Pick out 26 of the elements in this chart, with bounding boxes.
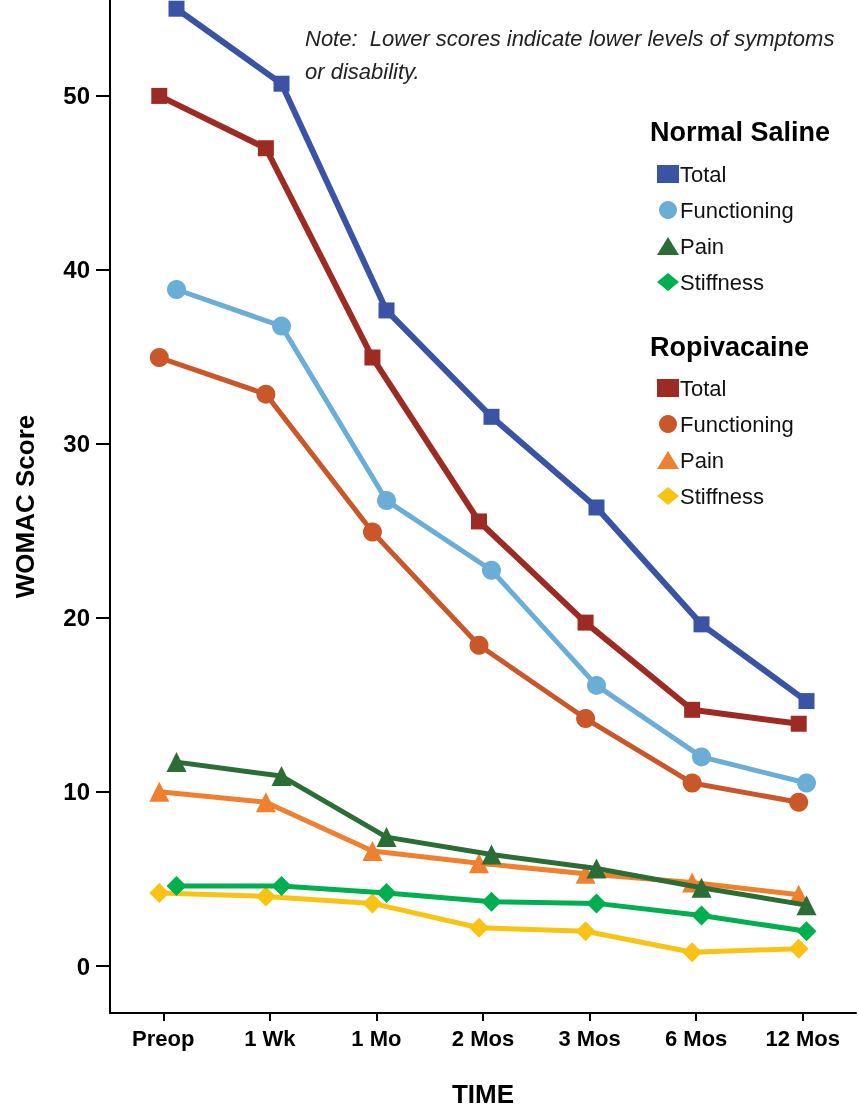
y-tick-label: 0 (76, 952, 90, 980)
x-tick-label: 1 Wk (244, 1025, 297, 1051)
x-tick-label: 1 Mo (351, 1025, 402, 1051)
x-tick-label: 3 Mos (558, 1025, 621, 1051)
y-axis-title: WOMAC Score (10, 414, 40, 599)
legend-label: Pain (680, 447, 725, 473)
x-tick-label: Preop (132, 1025, 195, 1051)
legend-label: Total (680, 375, 727, 401)
legend-label: Stiffness (680, 483, 764, 509)
x-tick-label: 12 Mos (765, 1025, 841, 1051)
legend-label: Pain (680, 233, 725, 259)
y-tick-label: 20 (63, 604, 90, 632)
x-tick-label: 6 Mos (664, 1025, 728, 1051)
y-tick-label: 50 (63, 82, 90, 110)
legend-label: Total (680, 161, 727, 187)
x-axis-title: TIME (451, 1079, 515, 1109)
y-tick-label: 30 (63, 430, 90, 458)
annotation: Normal Saline (650, 116, 831, 147)
legend-label: Functioning (680, 411, 794, 437)
legend-label: Functioning (680, 197, 794, 223)
y-tick-label: 10 (63, 778, 90, 806)
y-tick-label: 40 (63, 256, 90, 284)
x-tick-label: 2 Mos (451, 1025, 515, 1051)
legend-label: Stiffness (680, 269, 764, 295)
annotation: Note: Lower scores indicate lower levels of symptoms or disability. (305, 26, 841, 84)
annotation: Ropivacaine (650, 331, 810, 362)
